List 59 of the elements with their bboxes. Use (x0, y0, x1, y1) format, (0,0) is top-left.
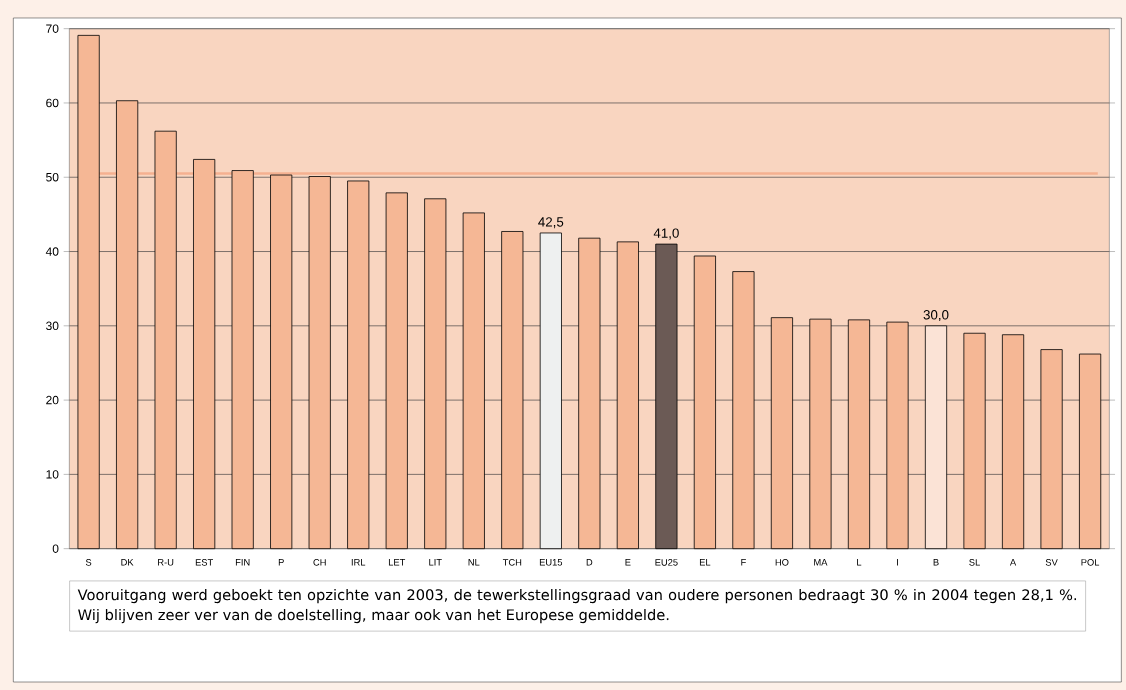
y-tick-label: 10 (46, 470, 59, 479)
data-label: 41,0 (653, 228, 679, 240)
x-tick-label: P (278, 559, 284, 566)
y-tick-label: 70 (46, 24, 59, 33)
y-tick-label: 20 (46, 395, 59, 405)
x-tick-label: SV (1045, 559, 1058, 566)
x-tick-label: S (85, 559, 92, 566)
x-tick-label: A (1009, 559, 1017, 566)
y-tick-label: 0 (52, 544, 59, 553)
bar (924, 325, 948, 550)
x-tick-label: DK (121, 559, 134, 566)
x-tick-label: F (741, 559, 746, 566)
x-tick-label: FIN (235, 559, 250, 566)
bar (847, 319, 871, 550)
bar (616, 241, 639, 550)
x-tick-label: I (897, 559, 898, 566)
data-label: 42,5 (538, 217, 564, 229)
y-tick-label: 50 (46, 172, 59, 182)
x-tick-label: HO (775, 559, 789, 566)
bar (501, 231, 524, 550)
x-tick-label: CH (313, 559, 326, 566)
x-tick-label: D (586, 559, 593, 566)
x-tick-label: EL (699, 559, 711, 566)
bar (539, 232, 562, 550)
bar (462, 212, 485, 550)
x-tick-label: B (933, 559, 939, 566)
x-tick-label: L (857, 559, 862, 566)
bar (347, 180, 370, 550)
bar (424, 198, 447, 550)
bar (1040, 349, 1063, 550)
x-tick-label: IRL (351, 559, 366, 566)
x-tick-label: MA (814, 559, 828, 566)
x-tick-label: EU25 (655, 559, 678, 566)
text: Vooruitgang werd geboekt ten opzichte van 2003, de tewerkstellingsgraad van oudere personen bedraagt 30 % in 2004 tegen 28,1 %. Wij blijven zeer ver van de doelstelling, maar ook van het Europese gemiddelde. (77, 588, 1077, 624)
x-tick-label: E (625, 559, 631, 566)
bar (578, 237, 601, 550)
bar (809, 318, 832, 550)
bar (770, 317, 793, 550)
bar (1001, 334, 1025, 550)
x-tick-label: LET (388, 559, 406, 566)
y-tick-label: 60 (46, 98, 59, 108)
y-tick-label: 40 (45, 247, 59, 256)
x-tick-label: NL (468, 559, 480, 566)
data-label: 30,0 (923, 310, 949, 322)
bar (963, 332, 986, 550)
x-tick-label: R-U (158, 559, 174, 566)
bar (1079, 353, 1102, 550)
bar (886, 321, 909, 550)
bar (732, 271, 755, 550)
x-tick-label: EST (195, 559, 214, 566)
bar (385, 192, 408, 550)
x-tick-label: TCH (502, 559, 522, 566)
bar (655, 243, 678, 550)
x-tick-label: EU15 (539, 559, 563, 566)
x-tick-label: POL (1081, 559, 1100, 566)
x-tick-label: SL (969, 559, 980, 566)
x-tick-label: LIT (429, 559, 442, 566)
y-tick-label: 30 (46, 321, 59, 331)
bar (693, 255, 716, 550)
